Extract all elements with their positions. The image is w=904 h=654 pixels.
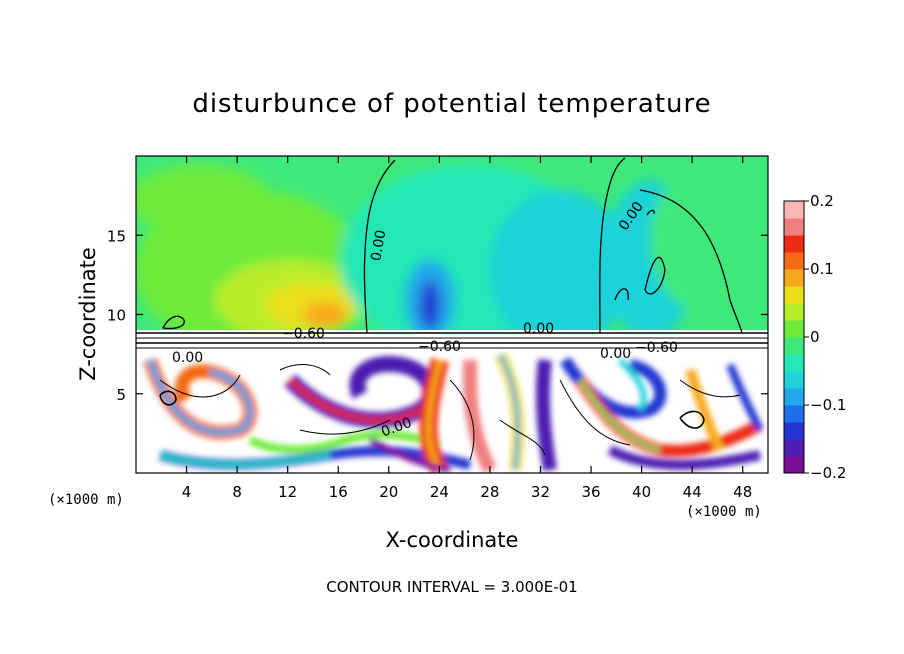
x-unit-right: (×1000 m)	[686, 504, 762, 520]
x-tick-label: 32	[531, 483, 550, 501]
colorbar-swatch	[784, 235, 804, 253]
x-tick-label: 24	[430, 483, 449, 501]
colorbar-swatch	[784, 201, 804, 219]
colorbar-swatch	[784, 252, 804, 270]
contour-label-8: 0.00	[600, 346, 631, 362]
colorbar-swatch	[784, 354, 804, 372]
colorbar-tick-label: −0.2	[810, 464, 846, 482]
colorbar-tick-label: 0	[810, 328, 820, 346]
x-tick-label: 28	[480, 483, 499, 501]
colorbar-swatch	[784, 422, 804, 440]
chart-title: disturbunce of potential temperature	[192, 89, 711, 119]
y-tick-label: 5	[116, 386, 126, 404]
contour-label-9: 0.00	[172, 350, 203, 366]
x-tick-label: 4	[182, 483, 192, 501]
x-unit-left: (×1000 m)	[48, 492, 124, 508]
colorbar-swatch	[784, 286, 804, 304]
colorbar-swatch	[784, 218, 804, 236]
contour-label-6: −0.60	[418, 339, 461, 355]
contour-label-3: 0.00	[523, 321, 554, 337]
colorbar-swatch	[784, 303, 804, 321]
colorbar	[783, 200, 805, 474]
heatmap-field	[136, 156, 768, 473]
y-axis: 5 10 15	[107, 227, 768, 404]
colorbar-swatch	[784, 388, 804, 406]
colorbar-ticks: 0.2 0.1 0 −0.1 −0.2	[804, 192, 846, 482]
contour-interval-note: CONTOUR INTERVAL = 3.000E-01	[326, 578, 577, 596]
y-axis-label: Z-coordinate	[76, 247, 100, 381]
colorbar-swatch	[784, 371, 804, 389]
y-tick-label: 15	[107, 227, 126, 245]
colorbar-swatch	[784, 439, 804, 457]
contour-label-5: −0.60	[282, 326, 325, 342]
x-tick-label: 16	[329, 483, 348, 501]
x-tick-label: 20	[379, 483, 398, 501]
x-axis-label: X-coordinate	[386, 528, 519, 552]
x-tick-label: 36	[581, 483, 600, 501]
colorbar-tick-label: 0.2	[810, 192, 834, 210]
x-tick-label: 12	[278, 483, 297, 501]
x-axis: 4 8 12 16 20 24 28 32 36 40 44 48	[182, 156, 752, 501]
colorbar-swatch	[784, 456, 804, 474]
x-tick-label: 44	[683, 483, 702, 501]
colorbar-swatch	[784, 337, 804, 355]
colorbar-swatch	[784, 269, 804, 287]
contour-labels: 0.00 0.00 0.00 0.00 −0.60 −0.60 −0.60 0.…	[172, 199, 678, 440]
x-tick-label: 40	[632, 483, 651, 501]
x-tick-label: 48	[733, 483, 752, 501]
x-tick-label: 8	[232, 483, 242, 501]
contour-label-1: 0.00	[368, 229, 389, 262]
contour-label-7: −0.60	[635, 340, 678, 356]
y-tick-label: 10	[107, 307, 126, 325]
colorbar-swatch	[784, 320, 804, 338]
colorbar-tick-label: 0.1	[810, 260, 834, 278]
colorbar-tick-label: −0.1	[810, 396, 846, 414]
colorbar-swatch	[784, 405, 804, 423]
